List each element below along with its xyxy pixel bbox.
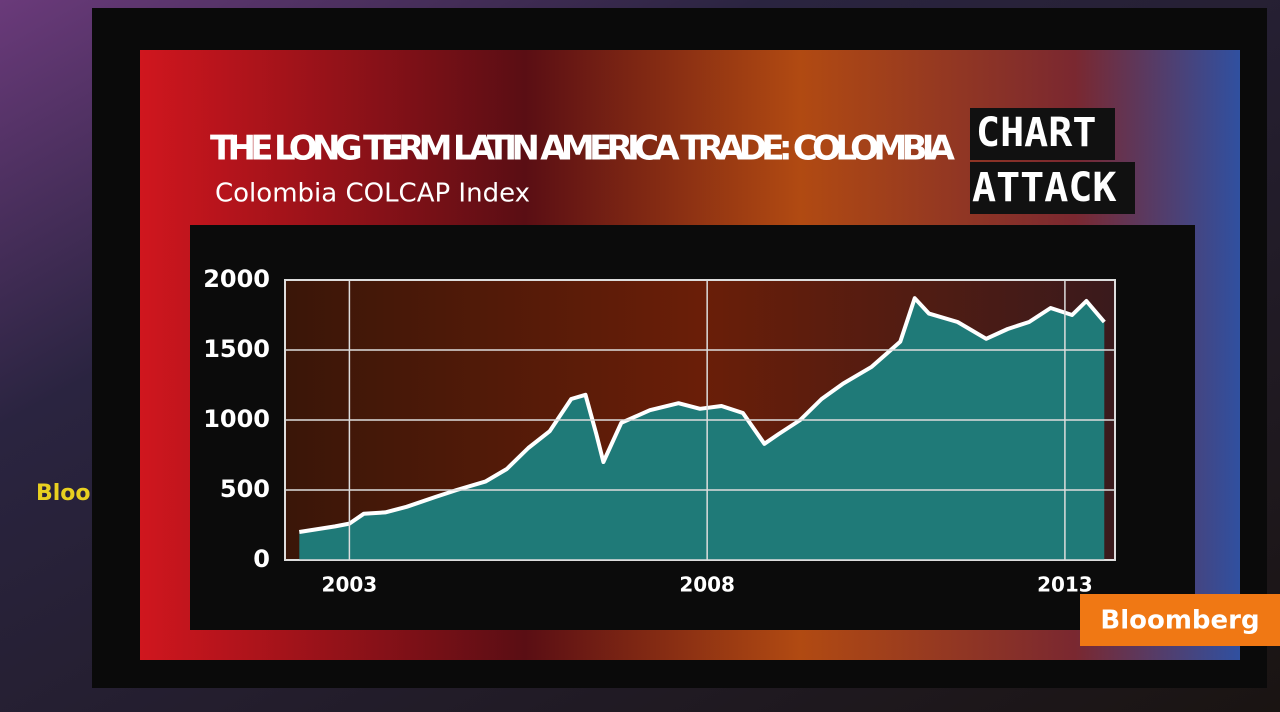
y-tick-label: 500 — [220, 475, 270, 503]
y-tick-label: 1500 — [203, 335, 270, 363]
x-tick-label: 2013 — [1037, 573, 1093, 597]
x-tick-label: 2008 — [679, 573, 735, 597]
logo: Bloomberg — [1100, 606, 1259, 636]
logo-box — [1080, 594, 1280, 646]
x-tick-label: 2003 — [322, 573, 378, 597]
badge-box — [970, 162, 1135, 214]
y-tick-label: 0 — [253, 545, 270, 573]
y-tick-label: 1000 — [203, 405, 270, 433]
chart-subtitle: Colombia COLCAP Index — [215, 179, 530, 209]
badge-box — [970, 108, 1115, 160]
badge-text: CHART — [976, 110, 1096, 156]
badge-text: ATTACK — [972, 165, 1117, 211]
line — [298, 296, 1106, 534]
y-tick-label: 2000 — [203, 265, 270, 293]
area — [299, 298, 1105, 560]
chart-title: THE LONG TERM LATIN AMERICA TRADE: COLOM… — [210, 129, 956, 169]
plot: 0 500 1000 1500 2000 2003 2008 2013 — [203, 265, 1115, 597]
